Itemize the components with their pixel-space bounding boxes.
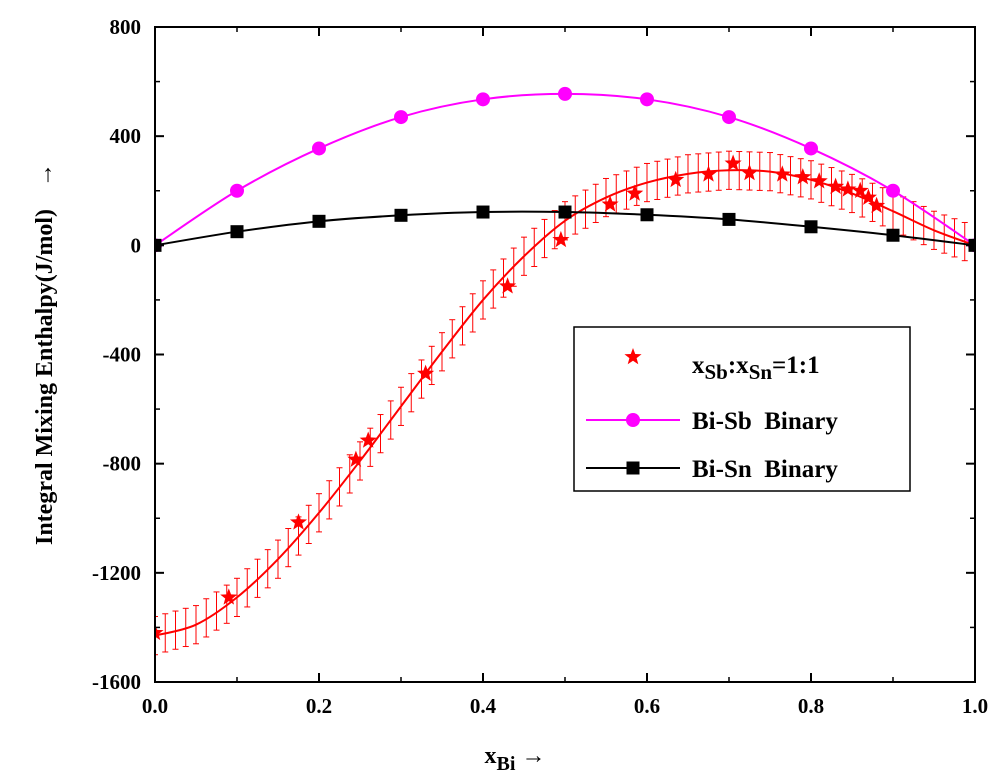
- legend-label-bi-sn: Bi-Sn Binary: [692, 456, 838, 483]
- x-tick-label: 0.2: [306, 694, 332, 718]
- y-tick-label: -800: [103, 452, 142, 476]
- data-point-circle: [886, 183, 900, 198]
- x-axis-title-x: x: [485, 743, 497, 769]
- data-point-star: [740, 164, 759, 181]
- legend-label-bi-sb: Bi-Sb Binary: [692, 408, 838, 435]
- x-tick-label: 0.4: [470, 694, 497, 718]
- data-point-square: [722, 212, 736, 226]
- data-point-star: [499, 277, 517, 294]
- data-point-circle: [804, 141, 818, 156]
- data-point-star: [851, 181, 869, 199]
- y-tick-label: 400: [110, 124, 142, 148]
- data-point-square: [230, 225, 244, 239]
- y-tick-label: -1200: [92, 561, 141, 585]
- series-bi-sn: [155, 205, 975, 252]
- data-point-circle: [558, 86, 572, 101]
- legend-marker-star: [624, 348, 642, 365]
- x-tick-label: 0.8: [798, 694, 824, 718]
- data-point-star: [601, 195, 619, 212]
- data-point-star: [724, 154, 742, 171]
- y-axis-title-text: Integral Mixing Enthalpy(J/mol): [32, 209, 58, 545]
- ticks-layer: [154, 26, 976, 683]
- data-point-circle: [476, 92, 490, 107]
- y-axis-title-arrow: →: [32, 163, 58, 187]
- legend-label-part-2: :x: [728, 352, 749, 379]
- legend-marker-square: [626, 461, 640, 475]
- legend-label-part-1: Sb: [705, 360, 728, 384]
- data-point-star: [859, 188, 877, 205]
- x-tick-label: 0.6: [634, 694, 660, 718]
- data-point-circle: [312, 141, 326, 156]
- data-point-star: [868, 196, 886, 214]
- legend-label-xsb-xsn: xSb:xSn=1:1: [692, 352, 820, 384]
- y-tick-label: 0: [131, 233, 142, 257]
- data-point-square: [804, 220, 818, 234]
- data-point-square: [394, 208, 408, 222]
- x-tick-label: 1.0: [962, 694, 988, 718]
- data-point-star: [626, 184, 644, 201]
- y-axis-title: Integral Mixing Enthalpy(J/mol) →: [32, 163, 58, 545]
- legend-label-part-4: =1:1: [772, 352, 820, 379]
- series-xsb-xsn: [155, 150, 975, 656]
- data-point-star: [810, 172, 828, 189]
- x-axis-title-arrow: →: [521, 743, 545, 769]
- legend-label-part-0: x: [692, 352, 705, 379]
- data-point-circle: [640, 92, 654, 107]
- data-point-star: [220, 588, 238, 605]
- data-point-square: [886, 228, 900, 242]
- data-point-star: [552, 230, 570, 248]
- y-tick-label: 800: [110, 15, 142, 39]
- data-point-star: [839, 180, 857, 197]
- data-point-star: [417, 364, 435, 381]
- data-point-circle: [394, 110, 408, 125]
- legend-marks: [586, 348, 680, 475]
- data-point-square: [558, 205, 572, 219]
- x-axis-title-sub: Bi: [497, 753, 516, 775]
- data-point-star: [827, 177, 845, 194]
- series-layer: [155, 86, 975, 656]
- data-point-star: [347, 450, 365, 467]
- data-point-star: [773, 165, 791, 182]
- tick-labels-layer: 0.0 0.2 0.4 0.6 0.8 1.0 800 400 0 -400 -800 -1200 -1…: [92, 15, 988, 718]
- legend-marker-circle: [626, 413, 640, 427]
- data-point-star: [289, 513, 308, 530]
- data-point-star: [699, 165, 718, 182]
- data-point-square: [640, 208, 654, 222]
- data-point-circle: [722, 110, 736, 125]
- data-point-star: [667, 170, 685, 188]
- y-tick-label: -1600: [92, 670, 141, 694]
- data-point-circle: [230, 183, 244, 198]
- x-axis-title: xBi →: [485, 743, 546, 775]
- legend-label-part-3: Sn: [749, 360, 773, 384]
- data-point-square: [312, 214, 326, 228]
- data-point-star: [359, 431, 377, 448]
- data-point-star: [155, 623, 164, 641]
- x-tick-label: 0.0: [142, 694, 168, 718]
- data-point-star: [794, 168, 812, 185]
- legend: xSb:xSn=1:1 Bi-Sb Binary Bi-Sn Binary: [573, 326, 911, 492]
- data-point-square: [476, 205, 490, 219]
- y-tick-label: -400: [103, 343, 142, 367]
